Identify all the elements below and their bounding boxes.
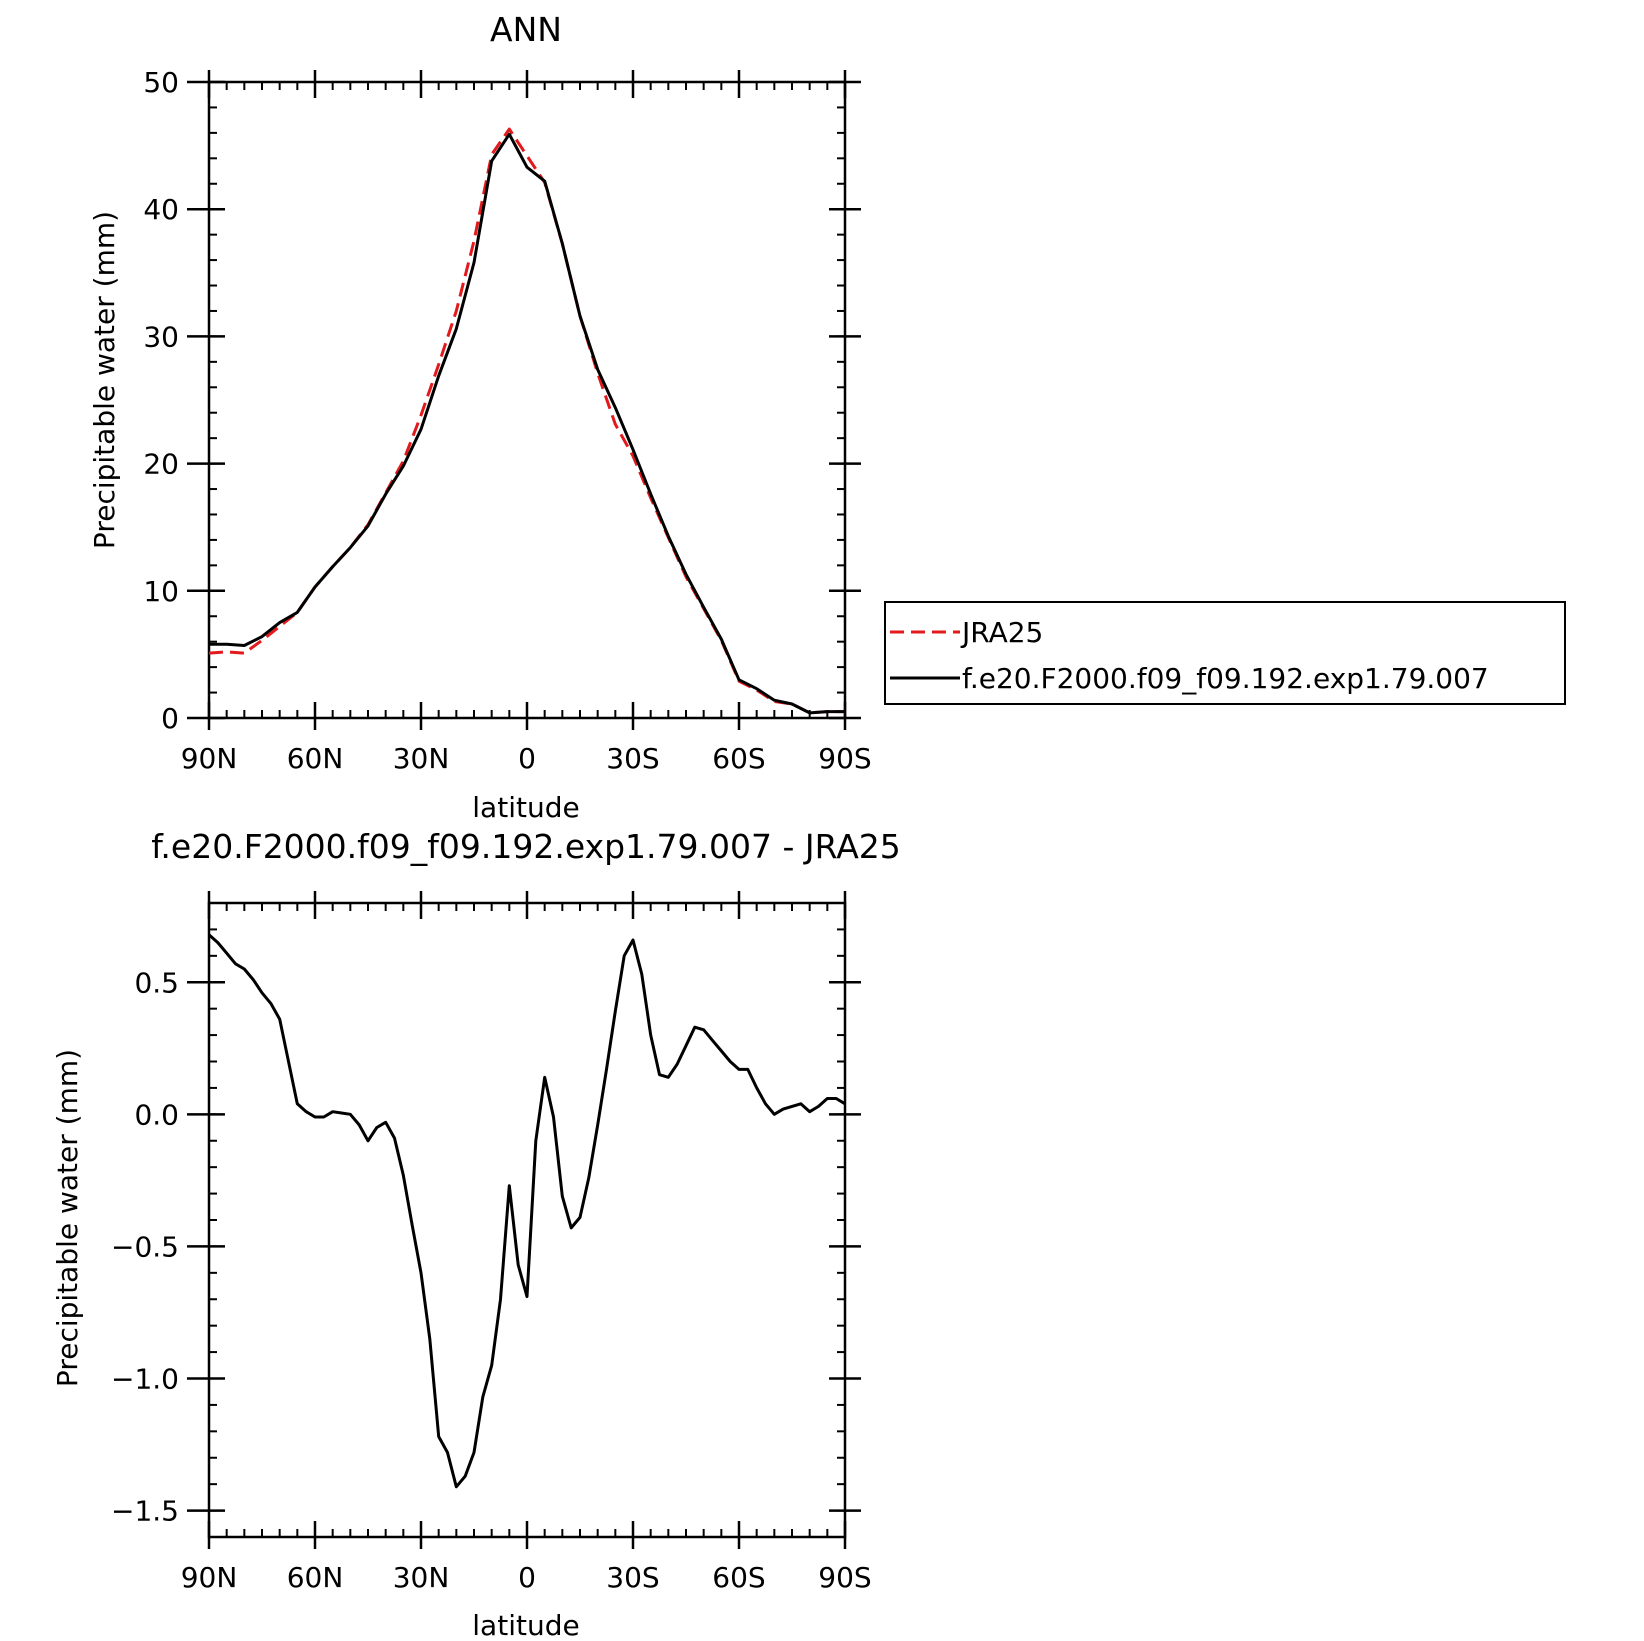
series-line-0-0 — [208, 127, 845, 715]
x-tick-label: 90N — [181, 742, 238, 775]
y-tick-label: 50 — [143, 66, 179, 99]
legend-entry-jra25: JRA25 — [960, 616, 1043, 649]
x-tick-label: 60N — [287, 1561, 344, 1594]
top-y-axis-label: Precipitable water (mm) — [88, 211, 121, 549]
bottom-y-axis-label: Precipitable water (mm) — [51, 1049, 84, 1387]
series-line-0-1 — [209, 132, 845, 715]
x-tick-label: 60N — [287, 742, 344, 775]
bottom-series-group — [207, 933, 846, 1489]
x-tick-label: 30N — [393, 742, 450, 775]
legend-entry-model: f.e20.F2000.f09_f09.192.exp1.79.007 — [962, 662, 1489, 695]
y-tick-label: 40 — [143, 193, 179, 226]
y-tick-label: 10 — [143, 575, 179, 608]
legend-box — [884, 601, 1566, 705]
y-tick-label: 0.0 — [134, 1098, 179, 1131]
series-line-1-0 — [207, 933, 846, 1489]
y-tick-label: −1.5 — [111, 1495, 179, 1528]
plot-frame-0 — [207, 80, 847, 720]
plot-frame-1 — [207, 901, 847, 1539]
top-series-group — [208, 127, 845, 715]
top-plot-title: ANN — [490, 10, 562, 49]
legend: JRA25 f.e20.F2000.f09_f09.192.exp1.79.00… — [884, 601, 1566, 705]
x-tick-label: 60S — [712, 742, 765, 775]
x-tick-label: 30S — [606, 1561, 659, 1594]
top-panel: ANN 90N 60N 30N 0 30S 60S 90S 0 10 20 30 40 50 latit… — [88, 10, 872, 824]
y-tick-label: 30 — [143, 320, 179, 353]
y-tick-label: −0.5 — [111, 1230, 179, 1263]
y-tick-label: −1.0 — [111, 1363, 179, 1396]
bottom-panel: f.e20.F2000.f09_f09.192.exp1.79.007 - JR… — [51, 827, 901, 1641]
x-tick-label: 90S — [818, 742, 871, 775]
x-tick-label: 0 — [518, 742, 536, 775]
x-tick-label: 90S — [818, 1561, 871, 1594]
x-tick-label: 90N — [181, 1561, 238, 1594]
y-tick-label: 20 — [143, 448, 179, 481]
bottom-plot-title: f.e20.F2000.f09_f09.192.exp1.79.007 - JR… — [151, 827, 901, 866]
bottom-x-axis-label: latitude — [472, 1609, 579, 1641]
x-tick-label: 30S — [606, 742, 659, 775]
bottom-axes-frame: 90N 60N 30N 0 30S 60S 90S −1.5 −1.0 −0.5 0.0 0.5 — [111, 891, 872, 1594]
y-tick-label: 0 — [161, 702, 179, 735]
y-tick-label: 0.5 — [134, 966, 179, 999]
x-tick-label: 0 — [518, 1561, 536, 1594]
x-tick-label: 60S — [712, 1561, 765, 1594]
top-x-axis-label: latitude — [472, 791, 579, 824]
top-axes-frame: 90N 60N 30N 0 30S 60S 90S 0 10 20 30 40 50 — [143, 66, 871, 775]
x-tick-label: 30N — [393, 1561, 450, 1594]
